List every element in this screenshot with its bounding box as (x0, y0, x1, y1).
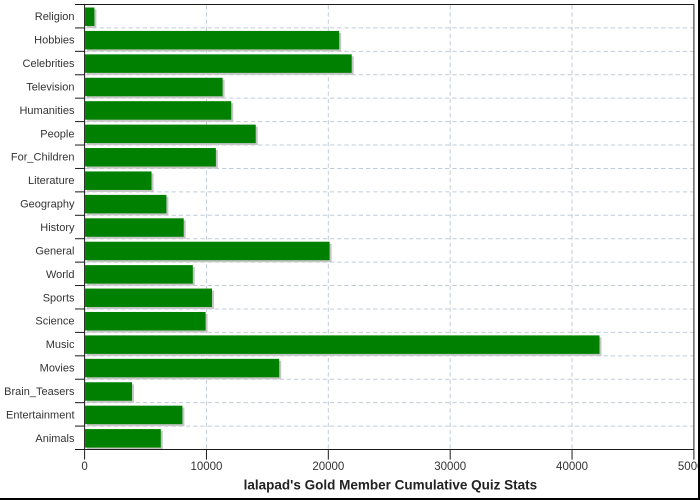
svg-text:Celebrities: Celebrities (23, 58, 75, 70)
svg-text:Literature: Literature (28, 175, 74, 187)
svg-text:World: World (46, 269, 75, 281)
svg-text:General: General (35, 245, 74, 257)
svg-text:Humanities: Humanities (19, 105, 75, 117)
svg-text:30000: 30000 (434, 461, 466, 473)
svg-text:Religion: Religion (35, 11, 75, 23)
svg-text:History: History (40, 222, 75, 234)
svg-text:Sports: Sports (43, 292, 75, 304)
svg-text:Brain_Teasers: Brain_Teasers (4, 386, 75, 398)
svg-text:Music: Music (46, 339, 75, 351)
svg-text:Movies: Movies (40, 363, 75, 375)
svg-text:50000: 50000 (678, 461, 700, 473)
svg-text:People: People (40, 128, 74, 140)
svg-text:Animals: Animals (35, 433, 75, 445)
svg-text:20000: 20000 (312, 461, 344, 473)
svg-text:Science: Science (35, 316, 74, 328)
svg-text:For_Children: For_Children (11, 152, 75, 164)
svg-text:40000: 40000 (556, 461, 588, 473)
svg-text:Television: Television (26, 81, 74, 93)
svg-text:Geography: Geography (20, 199, 75, 211)
svg-text:Entertainment: Entertainment (6, 409, 74, 421)
svg-text:lalapad's Gold Member Cumulati: lalapad's Gold Member Cumulative Quiz St… (244, 477, 538, 492)
svg-text:Hobbies: Hobbies (34, 35, 75, 47)
svg-text:10000: 10000 (190, 461, 222, 473)
svg-text:0: 0 (81, 461, 87, 473)
